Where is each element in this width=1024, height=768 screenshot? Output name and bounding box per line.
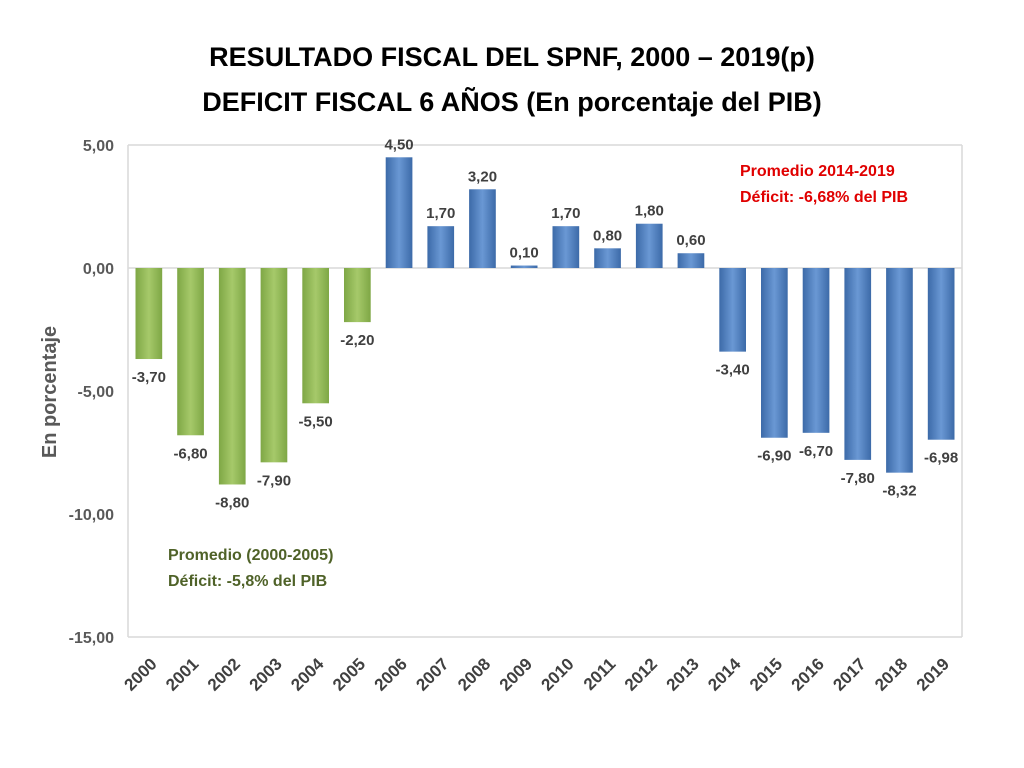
annotation-early-line-2: Déficit: -5,8% del PIB — [168, 573, 327, 590]
bar-2012 — [635, 223, 663, 268]
y-tick-label: -15,00 — [69, 630, 114, 647]
data-label-2003: -7,90 — [257, 472, 291, 489]
annotation-early-line-1: Promedio (2000-2005) — [168, 547, 333, 564]
y-tick-label: 0,00 — [83, 261, 114, 278]
data-label-2000: -3,70 — [132, 369, 166, 386]
x-tick-label: 2005 — [329, 654, 369, 694]
x-tick-label: 2000 — [120, 654, 160, 694]
y-axis-ticks: 5,00 0,00 -5,00 -10,00 -15,00 — [69, 138, 114, 647]
x-tick-label: 2015 — [746, 654, 786, 694]
bar-2006 — [385, 157, 413, 268]
bar-2009 — [510, 265, 538, 268]
data-label-2019: -6,98 — [924, 450, 958, 467]
bar-2001 — [177, 268, 204, 436]
bar-2013 — [677, 253, 705, 268]
bar-2011 — [594, 248, 621, 268]
x-tick-label: 2008 — [454, 654, 494, 694]
data-label-2013: 0,60 — [676, 232, 705, 249]
x-tick-label: 2006 — [371, 654, 411, 694]
data-label-2018: -8,32 — [882, 483, 916, 500]
annotation-recent-line-1: Promedio 2014-2019 — [740, 163, 895, 180]
bar-2004 — [302, 268, 329, 404]
bar-2005 — [344, 268, 371, 323]
data-label-2016: -6,70 — [799, 443, 833, 460]
y-tick-label: -10,00 — [69, 507, 114, 524]
data-label-2011: 0,80 — [593, 227, 622, 244]
y-axis-title: En porcentaje — [39, 326, 61, 458]
x-tick-label: 2002 — [204, 654, 244, 694]
x-tick-label: 2010 — [537, 654, 577, 694]
chart-title-line-1: RESULTADO FISCAL DEL SPNF, 2000 – 2019(p… — [209, 42, 815, 72]
x-tick-label: 2001 — [162, 654, 202, 694]
x-tick-label: 2014 — [704, 654, 745, 695]
x-tick-label: 2018 — [871, 654, 911, 694]
data-label-2017: -7,80 — [841, 470, 875, 487]
x-tick-label: 2011 — [580, 654, 620, 694]
bar-2008 — [469, 189, 496, 268]
y-tick-label: 5,00 — [83, 138, 114, 155]
x-tick-label: 2019 — [913, 654, 953, 694]
chart-title-line-2: DEFICIT FISCAL 6 AÑOS (En porcentaje del… — [202, 87, 822, 117]
bar-2016 — [802, 268, 830, 433]
bar-2010 — [552, 226, 580, 268]
bars — [135, 157, 955, 485]
x-tick-label: 2007 — [412, 654, 452, 694]
data-label-2014: -3,40 — [716, 362, 750, 379]
x-axis-ticks: 2000 2001 2002 2003 2004 2005 2006 2007 2008 2009… — [120, 654, 952, 695]
bar-2014 — [719, 268, 746, 352]
x-tick-label: 2017 — [829, 654, 869, 694]
data-label-2008: 3,20 — [468, 168, 497, 185]
x-tick-label: 2003 — [246, 654, 286, 694]
annotation-recent-line-2: Déficit: -6,68% del PIB — [740, 189, 908, 206]
data-label-2012: 1,80 — [635, 203, 664, 220]
bar-2002 — [218, 268, 246, 485]
data-labels: -3,70 -6,80 -8,80 -7,90 -5,50 -2,20 4,50 1,70 3,… — [132, 136, 959, 511]
data-label-2006: 4,50 — [384, 136, 413, 153]
bar-2018 — [886, 268, 913, 473]
data-label-2009: 0,10 — [510, 245, 539, 262]
data-label-2001: -6,80 — [173, 445, 207, 462]
x-tick-label: 2013 — [663, 654, 703, 694]
data-label-2007: 1,70 — [426, 205, 455, 222]
data-label-2005: -2,20 — [340, 332, 374, 349]
bar-2000 — [135, 268, 163, 360]
data-label-2002: -8,80 — [215, 494, 249, 511]
x-tick-label: 2004 — [287, 654, 328, 695]
bar-2017 — [844, 268, 872, 460]
x-tick-label: 2009 — [496, 654, 536, 694]
data-label-2010: 1,70 — [551, 205, 580, 222]
data-label-2004: -5,50 — [299, 413, 333, 430]
x-tick-label: 2012 — [621, 654, 661, 694]
bar-2007 — [427, 226, 455, 268]
bar-2019 — [927, 268, 955, 440]
bar-2003 — [260, 268, 288, 463]
bar-2015 — [761, 268, 788, 438]
y-tick-label: -5,00 — [78, 384, 115, 401]
data-label-2015: -6,90 — [757, 448, 791, 465]
x-tick-label: 2016 — [788, 654, 828, 694]
